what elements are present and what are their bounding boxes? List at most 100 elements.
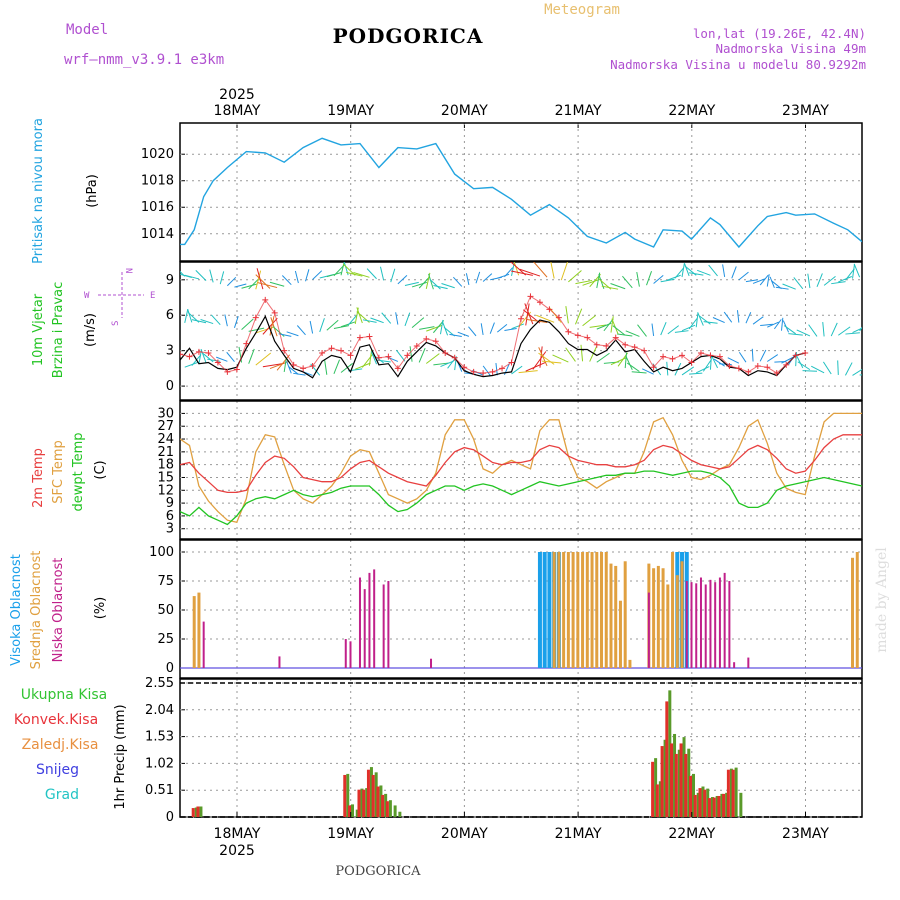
wind-arrow bbox=[293, 372, 306, 376]
wind-arrow bbox=[219, 271, 225, 285]
wind-arrow bbox=[831, 281, 846, 285]
cloud-bar bbox=[552, 552, 556, 668]
y-tick-label: 27 bbox=[157, 419, 174, 434]
wind-arrow bbox=[736, 310, 740, 323]
lonlat-text: lon,lat (19.26E, 42.4N) bbox=[693, 26, 866, 41]
wind-gust-marker bbox=[660, 353, 667, 360]
cloud-legend-low: Niska Oblacnost bbox=[51, 558, 66, 663]
cloud-bar bbox=[562, 552, 566, 668]
wind-arrow bbox=[565, 347, 576, 362]
wind-arrow bbox=[681, 366, 695, 376]
wind-arrow bbox=[340, 262, 345, 276]
wind-arrow bbox=[695, 312, 699, 328]
precip-conv-bar bbox=[385, 801, 389, 817]
precip-total-bar bbox=[701, 786, 705, 817]
bottom-day-label: 20MAY bbox=[441, 826, 488, 842]
cloud-bar bbox=[671, 552, 675, 668]
precip-conv-bar bbox=[703, 789, 707, 817]
wind-gust-marker bbox=[480, 370, 487, 377]
precip-conv-bar bbox=[366, 769, 370, 817]
wind-arrow bbox=[838, 276, 852, 283]
wind-arrow bbox=[631, 371, 647, 374]
wind-arrow bbox=[589, 346, 598, 362]
wind-arrow bbox=[248, 348, 255, 364]
precip-panel: 0 0.51 1.02 1.53 2.04 2.55 bbox=[145, 676, 862, 825]
cloud-unit: (%) bbox=[93, 597, 108, 620]
wind-arrow bbox=[575, 279, 593, 285]
wind-arrow bbox=[489, 322, 495, 334]
panel-frame bbox=[179, 539, 863, 679]
wind-arrow bbox=[452, 276, 463, 287]
model-elevation-text: Nadmorska Visina u modelu 80.9292m bbox=[610, 57, 866, 72]
y-tick-label: 15 bbox=[157, 470, 174, 485]
precip-conv-bar bbox=[191, 808, 195, 817]
wind-arrow bbox=[773, 319, 782, 330]
wind-gust-marker bbox=[413, 342, 420, 349]
precip-total-bar bbox=[393, 805, 397, 817]
wind-gust-marker bbox=[707, 352, 714, 359]
y-tick-label: 100 bbox=[149, 545, 174, 560]
wind-arrow bbox=[767, 354, 779, 362]
compass-e: E bbox=[150, 291, 155, 301]
precip-total-bar bbox=[360, 788, 364, 817]
wind-arrow bbox=[191, 319, 207, 324]
wind-gust-marker bbox=[679, 352, 686, 359]
top-day-label: 19MAY bbox=[327, 103, 374, 119]
wind-arrow bbox=[532, 351, 547, 370]
wind-arrow bbox=[418, 347, 426, 363]
top-day-label: 20MAY bbox=[441, 103, 488, 119]
wind-gust-marker bbox=[375, 354, 382, 361]
cloud-bar bbox=[585, 552, 589, 668]
wind-arrow bbox=[681, 324, 696, 332]
wind-arrow bbox=[852, 264, 855, 279]
precip-conv-bar bbox=[371, 774, 375, 817]
y-tick-label: 9 bbox=[166, 496, 174, 511]
cloud-legend-mid: Srednja Oblacnost bbox=[29, 551, 44, 670]
wind-arrow bbox=[769, 276, 775, 289]
wind-arrow bbox=[288, 366, 299, 375]
wind-arrow bbox=[713, 358, 725, 367]
wind-gust-marker bbox=[309, 363, 316, 370]
wind-arrow bbox=[511, 270, 533, 276]
wind-arrow bbox=[712, 317, 725, 324]
precip-total-bar bbox=[388, 800, 392, 817]
wind-arrow bbox=[731, 266, 737, 279]
wind-arrow bbox=[780, 317, 784, 331]
wind-arrow bbox=[582, 279, 599, 286]
wind-arrow bbox=[660, 321, 667, 336]
wind-gust-marker bbox=[328, 345, 335, 352]
top-day-label: 23MAY bbox=[782, 103, 829, 119]
precip-total-bar bbox=[739, 792, 743, 817]
wind-arrow bbox=[216, 356, 228, 362]
wind-arrow bbox=[681, 262, 685, 278]
wind-arrow bbox=[709, 355, 712, 370]
wind-arrow bbox=[482, 365, 491, 376]
y-tick-label: 30 bbox=[157, 406, 174, 421]
compass-w: W bbox=[84, 291, 90, 301]
wind-arrow bbox=[533, 262, 548, 278]
wind-arrow bbox=[482, 273, 493, 282]
wind-arrow bbox=[624, 352, 628, 369]
precip-title: 1hr Precip (mm) bbox=[113, 704, 128, 809]
cloud-bar bbox=[600, 552, 604, 668]
cloud-bar bbox=[278, 656, 281, 668]
wind-arrow bbox=[710, 355, 718, 369]
precip-conv-bar bbox=[381, 794, 385, 817]
cloud-bar bbox=[566, 552, 570, 668]
wind-gust-marker bbox=[366, 333, 373, 340]
wind-arrow bbox=[281, 275, 292, 286]
cloud-bar bbox=[690, 582, 693, 668]
cloud-bar bbox=[714, 582, 717, 668]
precip-conv-bar bbox=[357, 789, 361, 817]
wind-arrow bbox=[844, 362, 853, 376]
wind-arrow bbox=[689, 372, 703, 375]
wind-gust-marker bbox=[603, 342, 610, 349]
wind-arrow bbox=[270, 317, 278, 337]
cloud-bar bbox=[699, 577, 702, 668]
panel-frame bbox=[179, 678, 863, 818]
wind-arrow bbox=[783, 325, 796, 335]
precip-conv-bar bbox=[343, 774, 347, 817]
cloud-bar bbox=[581, 552, 585, 668]
wind-gust-marker bbox=[394, 365, 401, 372]
wind-arrow bbox=[428, 273, 434, 290]
